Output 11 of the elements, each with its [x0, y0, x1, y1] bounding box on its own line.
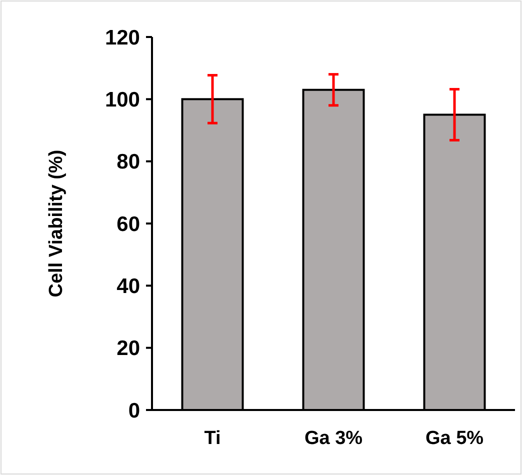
y-tick-label: 120: [104, 26, 140, 50]
y-tick-label: 40: [116, 275, 140, 298]
y-tick-label: 80: [116, 150, 140, 174]
x-tick-label: Ti: [204, 428, 221, 449]
y-tick-label: 60: [116, 212, 140, 236]
x-tick-label: Ga 5%: [425, 428, 484, 449]
y-tick-label: 20: [116, 337, 140, 360]
y-tick-label: 100: [104, 88, 140, 112]
y-tick-label: 0: [128, 399, 140, 422]
x-tick-label: Ga 3%: [304, 428, 363, 449]
y-axis-title: Cell Viability (%): [46, 150, 67, 298]
